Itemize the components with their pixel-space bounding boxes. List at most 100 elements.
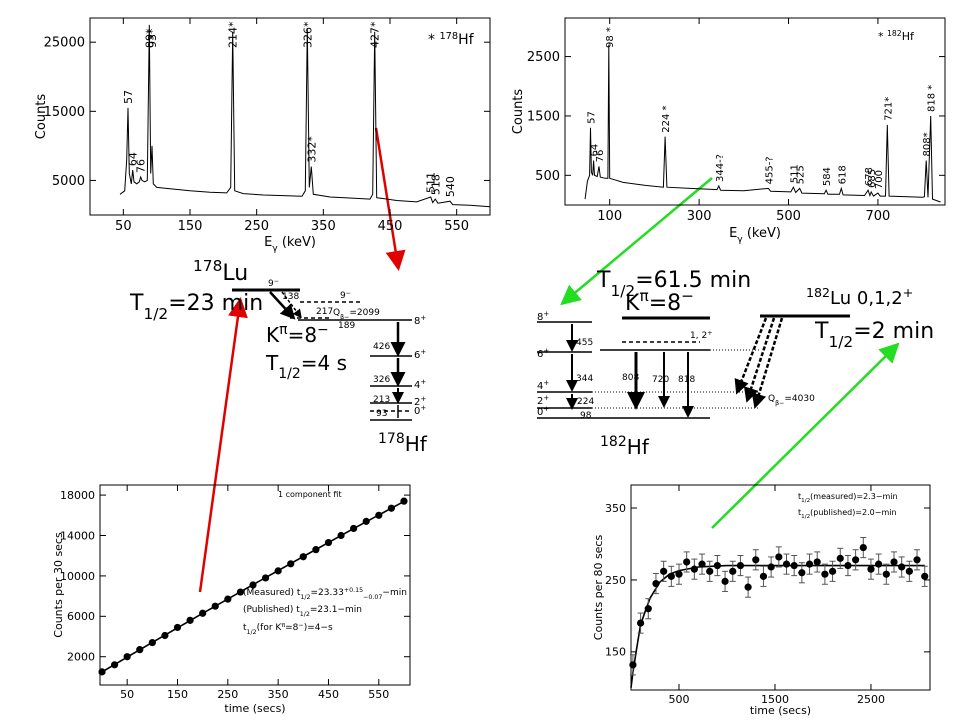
data-point [798,569,806,577]
data-point [350,524,358,533]
data-point [636,619,645,627]
data-point [921,572,929,580]
text-part: 98 [580,411,592,421]
text-part: =2099 [349,308,380,318]
peak-label: 98 * [605,27,616,48]
y-tick-label: 14000 [60,529,95,542]
scheme-label: 0+ [537,405,549,418]
text-part: 8 [537,312,543,323]
scheme-label: 326 [373,375,390,385]
peak-label: 525 [796,165,807,184]
data-point [898,563,906,571]
scheme-label: T1/2=61.5 min [596,268,751,300]
scheme-label: T1/2=23 min [129,291,263,323]
peak-label: 678 [864,167,875,186]
annotation: t1/2(measured)=2.3−min [798,492,898,504]
level-scheme-182 [537,314,850,419]
text-part: 9 [268,279,274,289]
text-part: − [298,622,303,629]
data-point [805,560,814,568]
y-tick-label: 10000 [60,570,95,583]
data-point [867,565,875,573]
data-point [110,661,119,669]
y-tick-label: 25000 [44,36,85,51]
text-part: (measured)=2.3−min [810,492,897,501]
scheme-label: Kπ=8− [266,322,329,347]
text-part: t [798,508,801,517]
text-part: π [639,287,648,305]
text-part: + [420,395,426,403]
text-part: E [264,235,272,250]
text-part: 178 [439,31,458,42]
data-point [821,570,829,578]
text-part: 426 [373,342,390,352]
text-part: 8 [414,316,420,327]
x-tick-label: 100 [597,209,622,224]
data-point [882,570,890,578]
y-tick-label: 15000 [44,105,85,120]
text-part: =61.5 min [635,268,751,293]
y-axis-label: Counts [511,89,526,135]
text-part: 4 [414,380,420,391]
scheme-label: Kπ=8− [625,287,694,316]
scheme-label: 93 [376,409,387,419]
x-tick-label: 2500 [857,693,885,706]
scheme-label: Qβ−=4030 [768,394,815,407]
x-axis-label: time (secs) [750,704,811,717]
text-part: 1 component fit [278,490,342,499]
data-point [752,556,760,564]
annotation: * 182Hf [878,29,915,44]
level-scheme-178 [232,288,412,421]
text-part: + [420,378,426,386]
data-point [287,560,295,568]
data-point [675,570,683,578]
x-axis-label: Eγ (keV) [729,226,781,245]
data-point [299,553,307,561]
text-part: 2 [414,397,420,408]
peak-label: 57 [122,90,135,104]
text-part: 217 [316,307,333,317]
scheme-label: 178Lu [193,257,248,286]
annotation: 1 component fit [278,490,342,499]
text-part: 0 [537,407,543,418]
peak-label: 64 [590,144,601,157]
data-point [324,538,333,547]
annotation: (Measured) t1/2=23.33+0.15−0.07−min [243,587,407,601]
x-tick-label: 50 [115,219,132,234]
scheme-label: T1/2=4 s [265,351,347,382]
scheme-label: 808 [622,373,639,383]
peak-label: 511 [425,172,438,193]
text-part: γ [737,235,743,245]
data-point [759,572,768,580]
peak-label: 57 [586,111,597,124]
text-part: * [428,32,439,48]
data-point [813,558,821,566]
text-part: + [543,379,549,387]
data-point [852,556,860,564]
data-point [387,504,395,512]
peak-label: 76 [595,150,606,163]
x-tick-label: 250 [244,219,269,234]
data-point [744,583,752,591]
text-part: (keV) [278,235,316,250]
text-part: Counts [34,94,49,140]
text-part: * [878,30,887,43]
data-point [312,546,320,554]
scheme-label: 2+ [537,394,549,407]
peak-label: 427* [369,21,382,48]
scheme-label: Qβ−=2099 [333,308,380,321]
data-point [98,668,106,676]
annotation: t1/2(for Kπ=8−)=4−s [243,622,333,636]
x-tick-label: 550 [368,688,389,701]
plot-frame [564,17,946,206]
x-tick-label: 150 [178,219,203,234]
x-tick-label: 300 [687,209,712,224]
text-part: β− [340,314,349,321]
text-part: + [543,310,549,318]
scheme-label: 8+ [414,314,426,327]
text-part: 182 [600,434,627,450]
text-part: −0.07 [363,594,382,601]
y-tick-label: 500 [535,169,560,184]
text-part: + [543,394,549,402]
